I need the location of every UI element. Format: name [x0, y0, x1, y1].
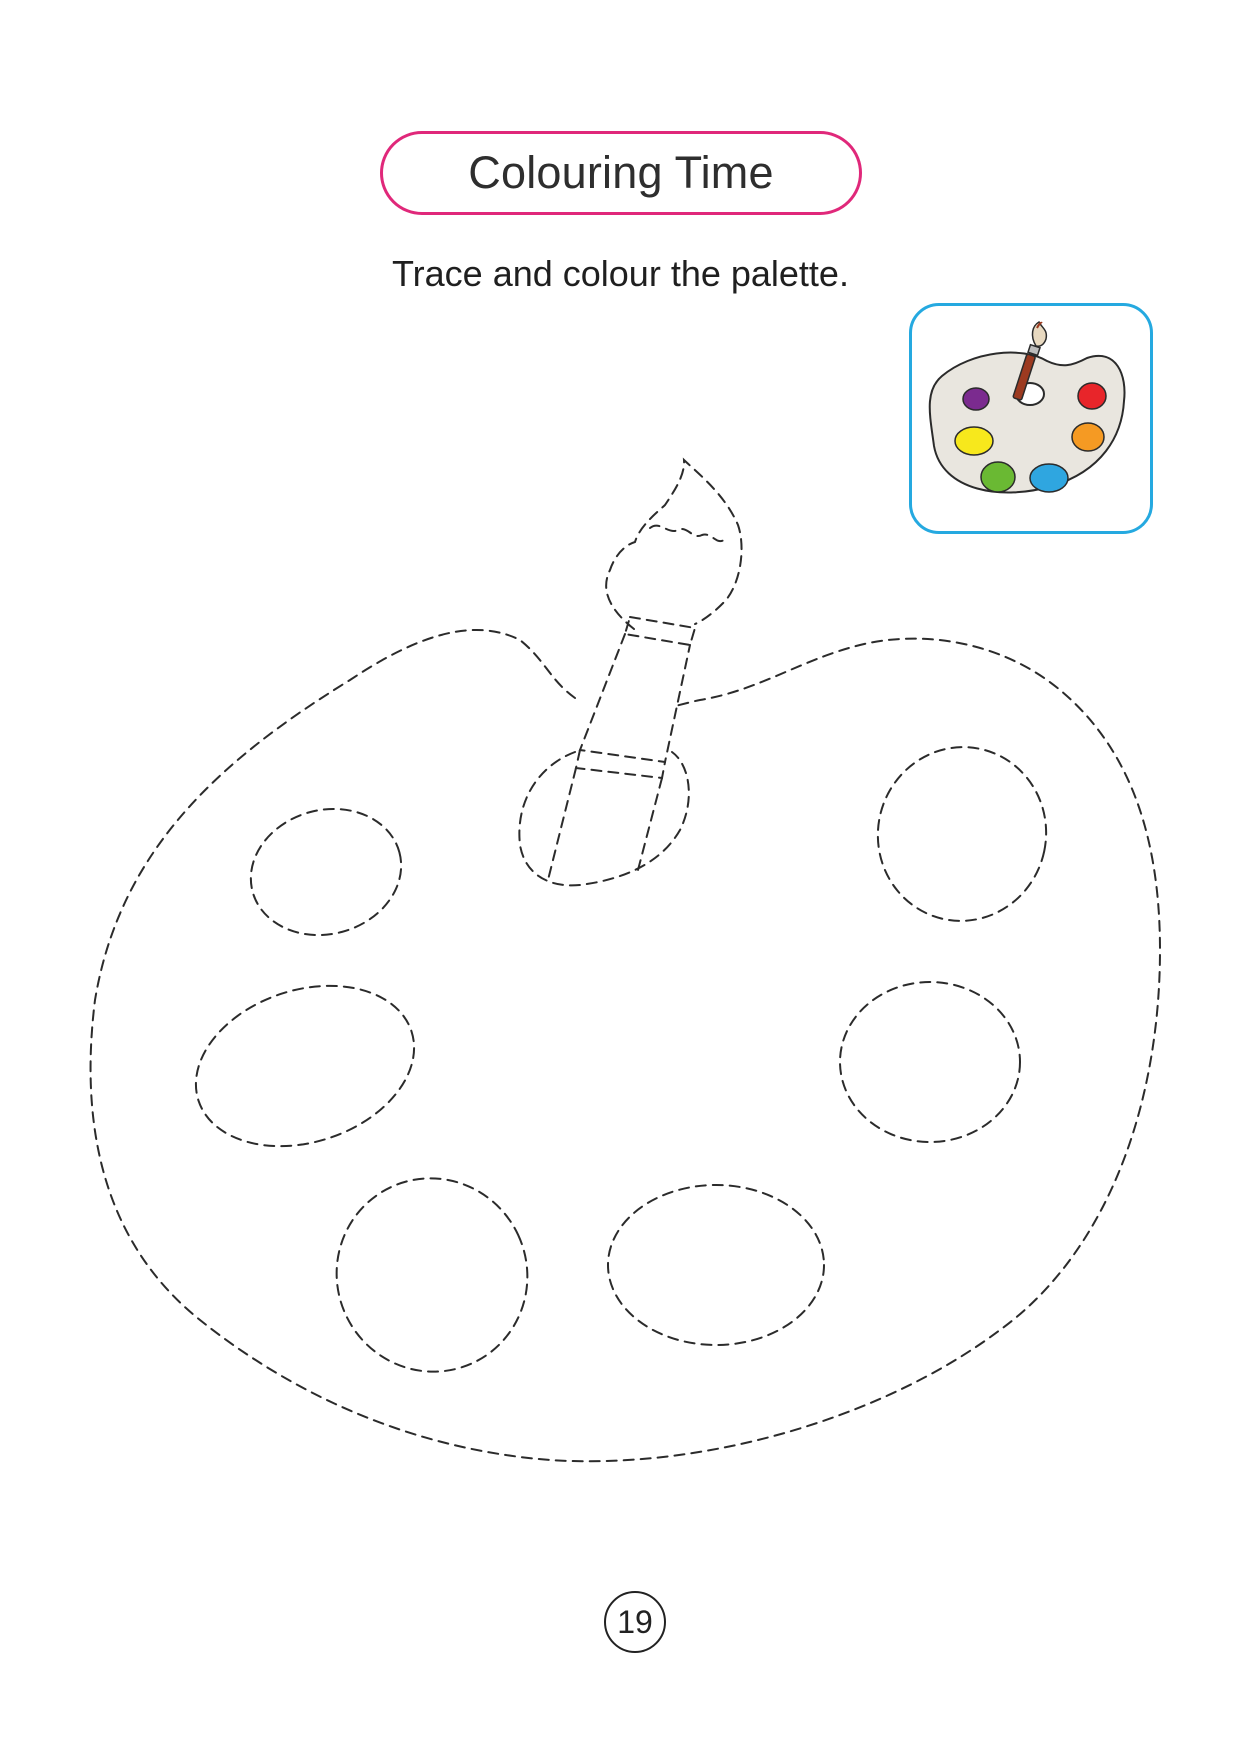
trace-palette-body[interactable] — [89, 629, 1162, 1463]
trace-well-right[interactable] — [839, 981, 1021, 1143]
paint-blue — [1029, 463, 1069, 493]
trace-well-top-right[interactable] — [862, 731, 1063, 936]
trace-brush-handle-lower[interactable] — [547, 767, 663, 881]
trace-thumb-hole[interactable] — [518, 751, 690, 887]
trace-brush-band[interactable] — [574, 749, 666, 780]
page-number: 19 — [604, 1591, 666, 1653]
trace-brush-tip-inner[interactable] — [649, 524, 725, 543]
example-image-box — [909, 303, 1153, 534]
trace-well-bottom-left[interactable] — [305, 1147, 559, 1403]
paint-palette-icon — [928, 320, 1126, 494]
trace-brush-ferrule[interactable] — [623, 615, 697, 647]
paint-purple — [962, 387, 990, 411]
trace-well-mid-left[interactable] — [175, 959, 435, 1173]
paint-red — [1077, 382, 1107, 410]
paint-orange — [1071, 422, 1105, 452]
trace-brush-handle[interactable] — [578, 633, 691, 764]
paint-yellow — [954, 426, 994, 456]
trace-brush-tip[interactable] — [605, 457, 743, 630]
paint-green — [980, 461, 1016, 493]
page-title: Colouring Time — [468, 147, 774, 198]
trace-well-bottom-mid[interactable] — [607, 1184, 825, 1346]
title-banner: Colouring Time — [380, 131, 862, 215]
trace-well-top-left[interactable] — [237, 792, 416, 951]
example-brush — [1012, 320, 1048, 401]
instruction-text: Trace and colour the palette. — [392, 253, 849, 294]
